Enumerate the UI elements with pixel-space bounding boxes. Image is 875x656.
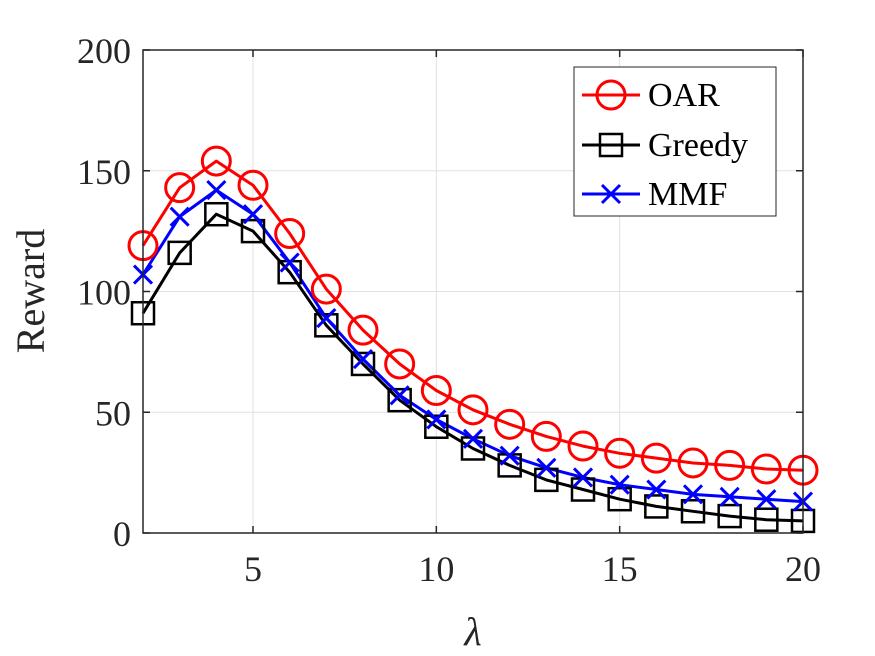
data-point-oar — [677, 447, 709, 479]
data-point-mmf — [536, 457, 557, 478]
x-tick-label: 10 — [418, 549, 454, 589]
data-point-oar — [420, 375, 452, 407]
data-point-mmf — [426, 409, 447, 430]
data-point-mmf — [242, 204, 264, 225]
y-tick-label: 50 — [95, 393, 131, 433]
x-tick-label: 5 — [244, 549, 262, 589]
data-point-mmf — [682, 484, 704, 505]
data-point-mmf — [169, 206, 190, 227]
legend-entry-oar: OAR — [582, 77, 720, 114]
y-tick-label: 0 — [113, 514, 131, 554]
data-point-oar — [384, 348, 416, 380]
data-point-greedy — [680, 499, 706, 524]
data-point-oar — [457, 394, 489, 426]
data-point-greedy — [717, 503, 742, 529]
data-point-oar — [237, 169, 269, 201]
data-point-oar — [274, 218, 306, 250]
data-point-oar — [200, 145, 232, 177]
data-point-mmf — [462, 428, 484, 449]
data-point-oar — [164, 172, 196, 204]
data-point-mmf — [646, 479, 667, 500]
data-point-greedy — [314, 313, 339, 338]
legend-marker-greedy — [598, 132, 624, 158]
data-point-oar — [604, 437, 636, 469]
legend-label-greedy: Greedy — [648, 127, 748, 164]
legend-marker-mmf — [600, 183, 622, 205]
legend: OAR Greedy MMF — [573, 66, 777, 217]
data-point-oar — [714, 449, 746, 481]
data-point-greedy — [167, 240, 192, 266]
x-tick-label: 20 — [785, 549, 821, 589]
data-point-mmf — [389, 385, 410, 406]
data-point-mmf — [756, 489, 777, 510]
data-point-greedy — [387, 387, 412, 413]
data-point-greedy — [607, 486, 632, 512]
data-point-mmf — [572, 467, 594, 488]
legend-entry-greedy: Greedy — [582, 127, 748, 164]
data-point-mmf — [499, 445, 520, 466]
data-point-mmf — [609, 474, 630, 495]
data-point-oar — [310, 273, 342, 305]
y-tick-label: 100 — [77, 273, 131, 313]
legend-entry-mmf: MMF — [582, 176, 727, 213]
series-line-oar — [141, 159, 804, 472]
data-point-mmf — [352, 349, 374, 370]
data-point-mmf — [316, 308, 337, 329]
x-axis-label: λ — [463, 609, 481, 654]
y-axis-label: Reward — [8, 229, 53, 353]
data-point-oar — [750, 453, 782, 485]
y-tick-label: 200 — [77, 31, 131, 71]
data-point-oar — [494, 408, 526, 440]
legend-label-oar: OAR — [648, 77, 720, 114]
data-point-greedy — [754, 507, 779, 532]
data-point-mmf — [206, 180, 227, 201]
data-point-mmf — [279, 252, 300, 273]
y-tick-label: 150 — [77, 152, 131, 192]
axis-ticks — [143, 49, 804, 534]
data-point-oar — [347, 314, 379, 346]
data-point-greedy — [424, 414, 449, 439]
data-point-greedy — [240, 218, 266, 244]
data-point-mmf — [719, 486, 740, 507]
data-point-oar — [567, 430, 599, 462]
data-point-greedy — [644, 494, 669, 519]
legend-marker-oar — [595, 79, 627, 111]
data-point-oar — [640, 442, 672, 474]
x-tick-label: 15 — [602, 549, 638, 589]
data-point-oar — [530, 420, 562, 452]
legend-label-mmf: MMF — [648, 176, 727, 213]
series-line-greedy — [141, 212, 804, 523]
data-point-greedy — [204, 201, 229, 227]
data-point-greedy — [350, 351, 376, 377]
